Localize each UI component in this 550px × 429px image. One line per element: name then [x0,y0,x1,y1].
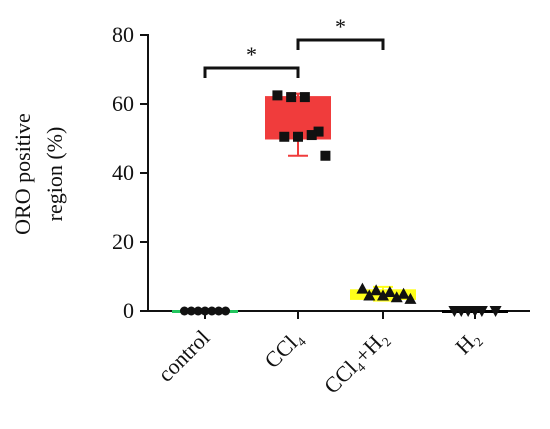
data-point [299,92,310,103]
data-point [193,306,203,316]
data-point [186,306,196,316]
data-point [404,292,417,304]
data-point [286,92,297,103]
data-point [489,306,502,317]
y-axis-label: region (%) [42,127,67,222]
data-point [293,131,303,142]
x-tick-label: CCl₄ [259,325,307,373]
data-point [200,306,210,316]
y-tick-label: 0 [123,298,134,323]
significance-bracket [296,38,385,50]
data-point [370,284,383,296]
data-point [320,150,331,161]
significance-label: * [335,14,346,39]
x-tick-label: CCl₄+H₂ [319,325,393,399]
data-point [383,286,396,298]
data-point [363,289,376,301]
y-tick-label: 80 [112,22,134,47]
data-point [207,306,217,316]
x-tick-label: H₂ [450,325,484,359]
y-tick-label: 60 [112,91,134,116]
data-point [214,306,224,316]
data-point [390,291,403,303]
x-tick-label: control [153,325,215,387]
data-point [179,306,189,316]
significance-bracket [203,66,300,78]
y-tick-label: 20 [112,229,134,254]
data-point [279,131,290,142]
data-point [313,126,324,137]
data-point [221,306,231,316]
data-point [377,289,389,301]
data-point [397,287,410,299]
data-point [356,282,369,294]
y-axis-label: ORO positive [10,113,35,235]
data-point [455,306,468,317]
data-point [306,130,317,141]
data-point [272,90,283,101]
data-point [469,306,481,317]
y-tick-label: 40 [112,160,134,185]
significance-label: * [246,42,257,67]
